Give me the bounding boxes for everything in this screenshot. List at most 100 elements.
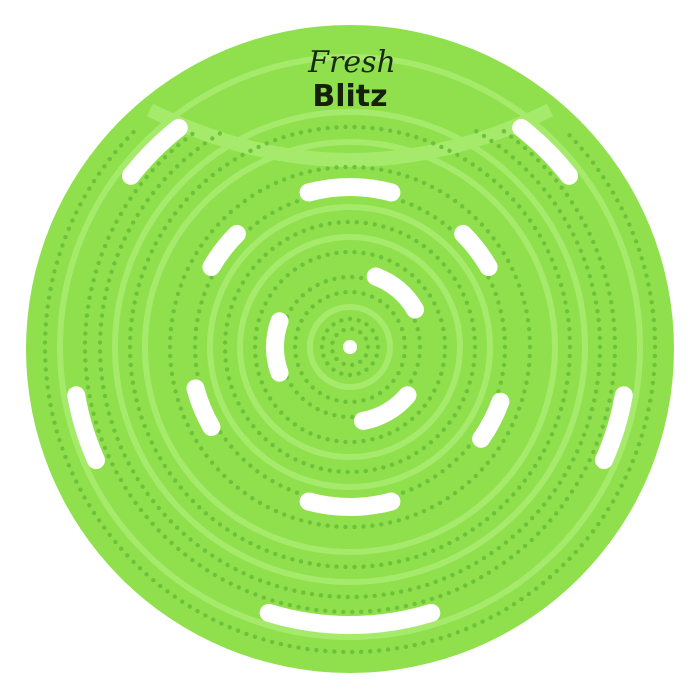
dot <box>391 378 396 383</box>
dot <box>156 505 161 511</box>
dot <box>596 521 601 527</box>
dot <box>195 543 200 548</box>
dot <box>102 164 107 169</box>
dot <box>447 269 452 274</box>
dot <box>339 318 344 323</box>
dot <box>197 184 202 189</box>
dot <box>370 166 375 171</box>
dot <box>441 576 447 581</box>
dot <box>189 258 195 264</box>
dot <box>496 300 501 305</box>
dot <box>66 226 72 231</box>
dot <box>109 269 114 275</box>
dot <box>394 605 400 610</box>
dot <box>173 389 178 394</box>
dot <box>350 649 355 655</box>
dot <box>526 362 532 368</box>
dot <box>209 275 214 280</box>
dot <box>285 453 290 458</box>
dot <box>529 537 534 543</box>
dot <box>559 504 564 509</box>
dot <box>603 415 608 421</box>
dot <box>485 172 490 178</box>
dot <box>368 609 373 614</box>
dot <box>440 220 445 225</box>
dot <box>546 249 551 254</box>
dot <box>491 236 496 241</box>
dot <box>480 619 485 624</box>
dot <box>93 269 99 274</box>
dot <box>556 274 561 279</box>
dot <box>162 534 168 539</box>
slot <box>512 118 579 185</box>
dot <box>447 463 452 468</box>
dot <box>650 308 656 314</box>
dot <box>294 390 299 395</box>
dot <box>370 361 375 366</box>
dot <box>315 282 320 288</box>
dot <box>316 127 321 132</box>
dot <box>325 437 330 442</box>
dot <box>600 265 605 270</box>
dot <box>561 562 566 568</box>
dot <box>466 479 472 485</box>
dot <box>590 529 596 534</box>
dot <box>481 555 487 561</box>
dot <box>292 422 298 427</box>
dot <box>416 585 421 590</box>
dot <box>489 550 494 556</box>
dot <box>98 322 104 327</box>
dot <box>257 188 263 194</box>
dot <box>558 282 564 288</box>
dot <box>573 549 578 555</box>
dot <box>172 594 177 599</box>
dot <box>584 265 590 270</box>
dot <box>248 226 253 231</box>
dot <box>145 197 150 203</box>
dot <box>358 330 363 335</box>
dot <box>331 322 336 327</box>
dot <box>414 238 419 244</box>
dot <box>245 272 250 278</box>
dot <box>421 243 426 249</box>
dot <box>197 505 202 510</box>
dot <box>403 644 409 649</box>
dot <box>439 371 444 376</box>
dot <box>452 276 457 281</box>
dot <box>158 233 163 238</box>
dot <box>501 438 506 444</box>
dot <box>219 621 224 626</box>
dot <box>181 274 187 280</box>
dot <box>542 448 547 453</box>
dot <box>334 332 339 338</box>
dot <box>400 199 406 204</box>
dot <box>370 252 375 257</box>
dot <box>318 466 324 471</box>
dot <box>596 371 601 377</box>
dot <box>522 300 527 305</box>
dot <box>472 353 477 359</box>
dot <box>273 137 278 143</box>
dot <box>257 258 262 264</box>
dot <box>248 541 253 546</box>
dot <box>101 385 106 390</box>
dot <box>542 524 547 530</box>
dot <box>454 457 459 462</box>
dot <box>91 411 96 416</box>
dot <box>48 402 53 408</box>
dot <box>57 251 62 257</box>
dot <box>377 648 382 653</box>
center-hole <box>343 340 357 354</box>
dot <box>396 171 401 176</box>
dot <box>274 583 280 589</box>
dot <box>525 371 531 376</box>
dot <box>536 180 541 185</box>
dot <box>615 491 620 496</box>
dot <box>287 602 292 608</box>
dot <box>370 437 375 442</box>
dot <box>109 419 114 425</box>
dot <box>412 601 417 607</box>
dot <box>571 457 576 462</box>
dot <box>203 511 209 516</box>
dot <box>267 396 273 401</box>
